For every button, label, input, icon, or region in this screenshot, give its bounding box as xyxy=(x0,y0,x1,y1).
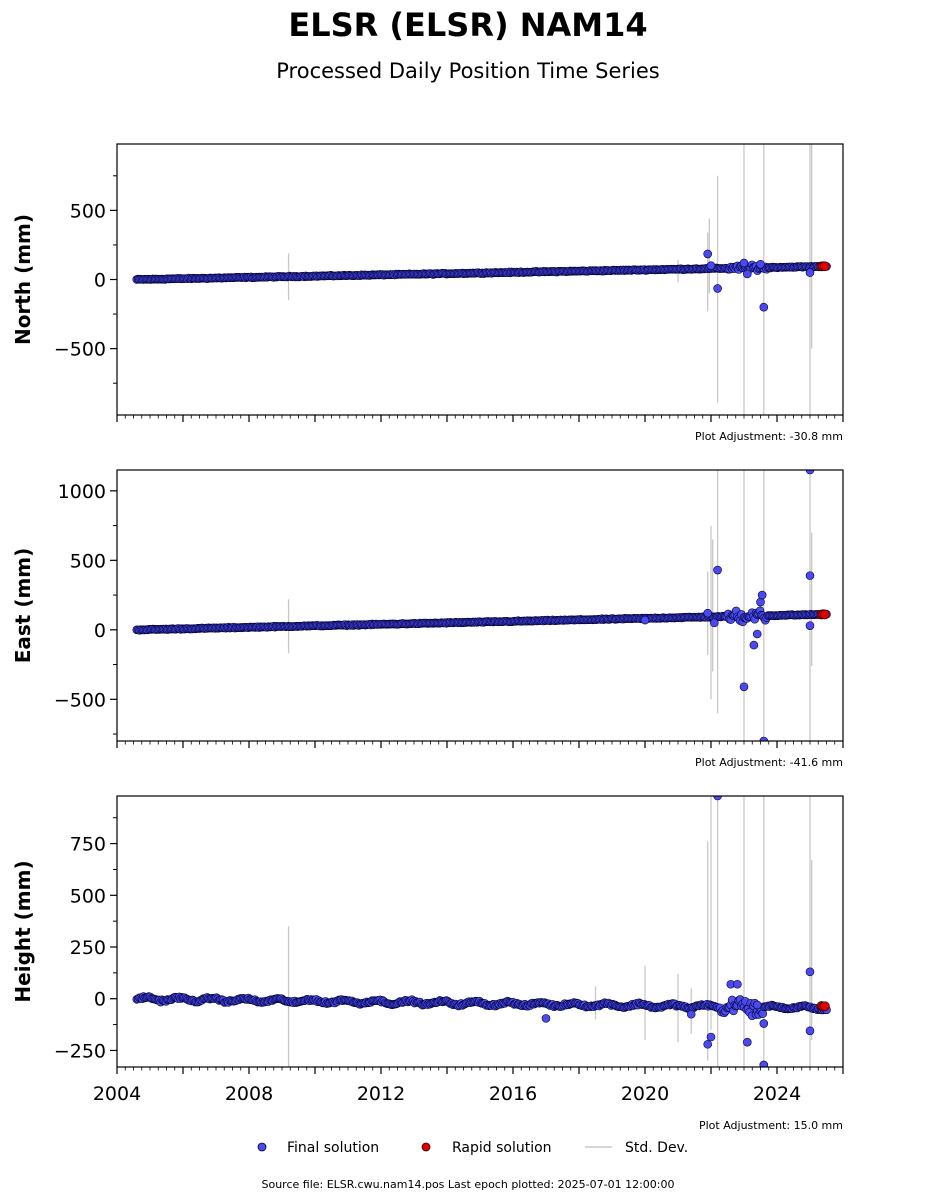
final-solution-outlier xyxy=(759,1060,769,1067)
final-solution-outlier xyxy=(752,629,762,639)
rapid-solution-point xyxy=(819,261,830,272)
y-tick-label: 500 xyxy=(70,200,106,222)
y-axis-label: North (mm) xyxy=(11,214,35,345)
legend-final-label: Final solution xyxy=(287,1140,379,1156)
y-tick-label: −500 xyxy=(54,689,106,711)
legend: Final solution Rapid solution Std. Dev. xyxy=(257,1140,688,1156)
plot-adjustment: Plot Adjustment: -41.6 mm xyxy=(695,756,843,769)
final-solution-outlier xyxy=(742,1037,752,1047)
final-solution-outlier xyxy=(706,1032,716,1042)
plot-adjustment: Plot Adjustment: -30.8 mm xyxy=(695,430,843,443)
x-tick-label: 2016 xyxy=(489,1083,537,1105)
final-solution-outlier xyxy=(640,615,650,625)
panel-2: −500 0 500 1000 East (mm) Plot Adjustment: -4… xyxy=(11,469,844,769)
final-solution-outlier xyxy=(541,1014,551,1023)
y-tick-label: 500 xyxy=(70,550,106,572)
footer-source: Source file: ELSR.cwu.nam14.pos Last epo… xyxy=(262,1178,675,1191)
x-tick-label: 2020 xyxy=(621,1083,669,1105)
y-axis-label: Height (mm) xyxy=(11,860,35,1002)
x-tick-label: 2008 xyxy=(225,1083,273,1105)
final-solution-outlier xyxy=(739,682,749,692)
y-tick-label: 0 xyxy=(94,989,106,1011)
chart-subtitle: Processed Daily Position Time Series xyxy=(276,59,660,83)
final-solution-outlier xyxy=(739,258,749,268)
chart-title: ELSR (ELSR) NAM14 xyxy=(288,6,647,44)
plot-adjustment: Plot Adjustment: 15.0 mm xyxy=(699,1119,843,1132)
plot-area xyxy=(132,144,831,415)
rapid-solution-point xyxy=(819,609,830,620)
final-solution-outlier xyxy=(805,268,815,277)
legend-final-marker xyxy=(257,1142,267,1152)
final-solution-outlier xyxy=(709,618,719,628)
final-solution-outlier xyxy=(752,1000,762,1010)
final-solution-outlier xyxy=(805,571,815,580)
x-tick-label: 2012 xyxy=(357,1083,405,1105)
panels: −500 0 500 North (mm) Plot Adjustment: -30.8… xyxy=(11,143,844,1132)
y-tick-label: −250 xyxy=(54,1040,106,1062)
plot-area xyxy=(132,470,831,741)
final-solution-outlier xyxy=(756,259,765,269)
final-solution-outlier xyxy=(756,597,765,607)
final-solution-outlier xyxy=(713,565,722,575)
x-tick-label: 2024 xyxy=(753,1083,801,1105)
final-solution-outlier xyxy=(733,979,742,989)
y-tick-label: 500 xyxy=(70,885,106,907)
y-tick-label: 1000 xyxy=(58,481,106,503)
plot-area xyxy=(132,796,831,1067)
y-tick-label: 250 xyxy=(70,937,106,959)
final-solution-outlier xyxy=(759,736,769,741)
final-solution-outlier xyxy=(713,284,722,293)
final-solution-outlier xyxy=(742,269,752,279)
y-axis-label: East (mm) xyxy=(11,548,35,664)
final-solution-outlier xyxy=(757,590,767,600)
y-tick-label: 0 xyxy=(94,620,106,642)
final-solution-outlier xyxy=(759,302,769,312)
final-solution-outlier xyxy=(805,621,815,630)
y-tick-label: 750 xyxy=(70,834,106,856)
legend-std-label: Std. Dev. xyxy=(625,1140,688,1156)
panel-1: −500 0 500 North (mm) Plot Adjustment: -30.8… xyxy=(11,143,844,443)
rapid-solution-point xyxy=(819,1001,830,1012)
legend-rapid-marker xyxy=(421,1142,431,1152)
final-solution-outlier xyxy=(706,261,716,270)
panel-3: −250 0 250 500 750 2004 2008 2012 2016 2020 2024 He… xyxy=(11,795,844,1132)
final-solution-outlier xyxy=(703,608,713,618)
final-solution-outlier xyxy=(686,1009,696,1019)
final-solution-outlier xyxy=(749,640,759,650)
y-tick-label: 0 xyxy=(94,270,106,292)
final-solution-outlier xyxy=(805,1026,815,1036)
final-solution-outlier xyxy=(759,1019,769,1028)
final-solution-outlier xyxy=(805,967,815,977)
final-solution-outlier xyxy=(805,470,815,475)
x-tick-label: 2004 xyxy=(93,1083,141,1105)
y-tick-label: −500 xyxy=(54,339,106,361)
final-solution-outlier xyxy=(703,249,713,259)
final-solution-outlier xyxy=(703,1039,713,1049)
final-solution-outlier xyxy=(713,796,722,801)
legend-rapid-label: Rapid solution xyxy=(452,1140,552,1156)
